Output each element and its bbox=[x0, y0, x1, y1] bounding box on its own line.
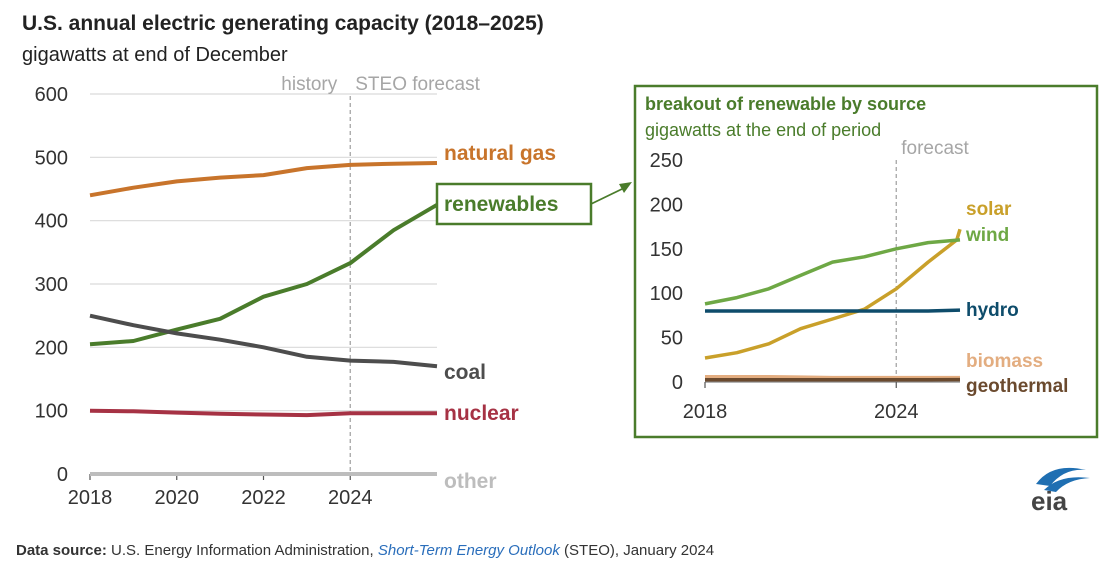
inset-subtitle: gigawatts at the end of period bbox=[645, 120, 881, 140]
series-line-solar bbox=[704, 228, 962, 360]
x-tick-label-2020: 2020 bbox=[155, 487, 200, 509]
inset-annotations: forecast bbox=[901, 138, 969, 159]
y-tick-label-500: 500 bbox=[35, 147, 68, 169]
series-line-natural_gas bbox=[89, 161, 438, 198]
series-line-biomass bbox=[705, 374, 960, 380]
series-line-nuclear bbox=[89, 408, 437, 418]
series-label-solar: solar bbox=[966, 199, 1012, 220]
y-tick-label-200: 200 bbox=[35, 337, 68, 359]
data-source-footer: Data source: U.S. Energy Information Adm… bbox=[16, 542, 714, 559]
callout-arrow-head bbox=[619, 182, 632, 193]
inset-y-axis: 0 50 100 150 200 250 bbox=[650, 150, 683, 394]
x-tick-label-2024: 2024 bbox=[328, 487, 373, 509]
series-label-hydro: hydro bbox=[966, 300, 1019, 321]
series-label-wind: wind bbox=[965, 225, 1009, 246]
forecast-annotation: forecast bbox=[901, 138, 969, 159]
chart-title: U.S. annual electric generating capacity… bbox=[22, 12, 544, 35]
series-label-natural_gas: natural gas bbox=[444, 142, 556, 165]
y-tick-label-100: 100 bbox=[650, 283, 683, 305]
main-annotations: history STEO forecast bbox=[281, 74, 480, 95]
main-y-axis: 0 100 200 300 400 500 600 bbox=[35, 84, 68, 486]
inset-title: breakout of renewable by source bbox=[645, 94, 926, 114]
series-label-renewables: renewables bbox=[444, 193, 558, 216]
y-tick-label-150: 150 bbox=[650, 239, 683, 261]
main-gridlines bbox=[90, 93, 437, 412]
inset-x-axis: 2018 2024 bbox=[683, 381, 960, 423]
eia-logo-swoosh-icon-2 bbox=[1044, 477, 1090, 492]
y-tick-label-0: 0 bbox=[57, 464, 68, 486]
series-label-coal: coal bbox=[444, 361, 486, 384]
y-tick-label-200: 200 bbox=[650, 194, 683, 216]
series-line-wind bbox=[704, 238, 961, 306]
series-label-nuclear: nuclear bbox=[444, 402, 519, 425]
y-tick-label-300: 300 bbox=[35, 274, 68, 296]
series-line-hydro bbox=[705, 308, 961, 313]
y-tick-label-600: 600 bbox=[35, 84, 68, 106]
y-tick-label-100: 100 bbox=[35, 401, 68, 423]
eia-logo: eia bbox=[1031, 467, 1090, 516]
footer-publication-link[interactable]: Short-Term Energy Outlook bbox=[377, 542, 560, 559]
inset-series-labels: solar wind hydro biomass geothermal bbox=[965, 199, 1068, 397]
x-tick-label-2018: 2018 bbox=[68, 487, 113, 509]
series-label-biomass: biomass bbox=[966, 351, 1043, 372]
y-tick-label-400: 400 bbox=[35, 211, 68, 233]
eia-logo-swoosh-icon bbox=[1036, 467, 1086, 486]
x-tick-label-2022: 2022 bbox=[241, 487, 286, 509]
main-series-labels: natural gas renewables coal nuclear other bbox=[444, 142, 558, 493]
x-tick-label-2024: 2024 bbox=[874, 401, 919, 423]
y-tick-label-250: 250 bbox=[650, 150, 683, 172]
series-line-coal bbox=[89, 313, 438, 369]
history-annotation: history bbox=[281, 74, 337, 95]
eia-logo-text: eia bbox=[1031, 486, 1068, 516]
y-tick-label-50: 50 bbox=[661, 328, 683, 350]
forecast-annotation: STEO forecast bbox=[355, 74, 480, 95]
series-label-geothermal: geothermal bbox=[966, 376, 1068, 397]
footer-label: Data source: bbox=[16, 542, 107, 559]
footer-suffix: (STEO), January 2024 bbox=[564, 542, 715, 559]
callout-connector-line bbox=[590, 188, 623, 205]
main-series-lines bbox=[89, 161, 439, 476]
series-label-other: other bbox=[444, 470, 497, 493]
x-tick-label-2018: 2018 bbox=[683, 401, 728, 423]
y-tick-label-0: 0 bbox=[672, 372, 683, 394]
chart-subtitle: gigawatts at end of December bbox=[22, 44, 288, 66]
footer-source: U.S. Energy Information Administration, bbox=[111, 542, 374, 559]
inset-series-lines bbox=[704, 228, 962, 382]
main-x-axis: 2018 2020 2022 2024 bbox=[68, 473, 437, 509]
series-line-renewables bbox=[89, 203, 439, 347]
